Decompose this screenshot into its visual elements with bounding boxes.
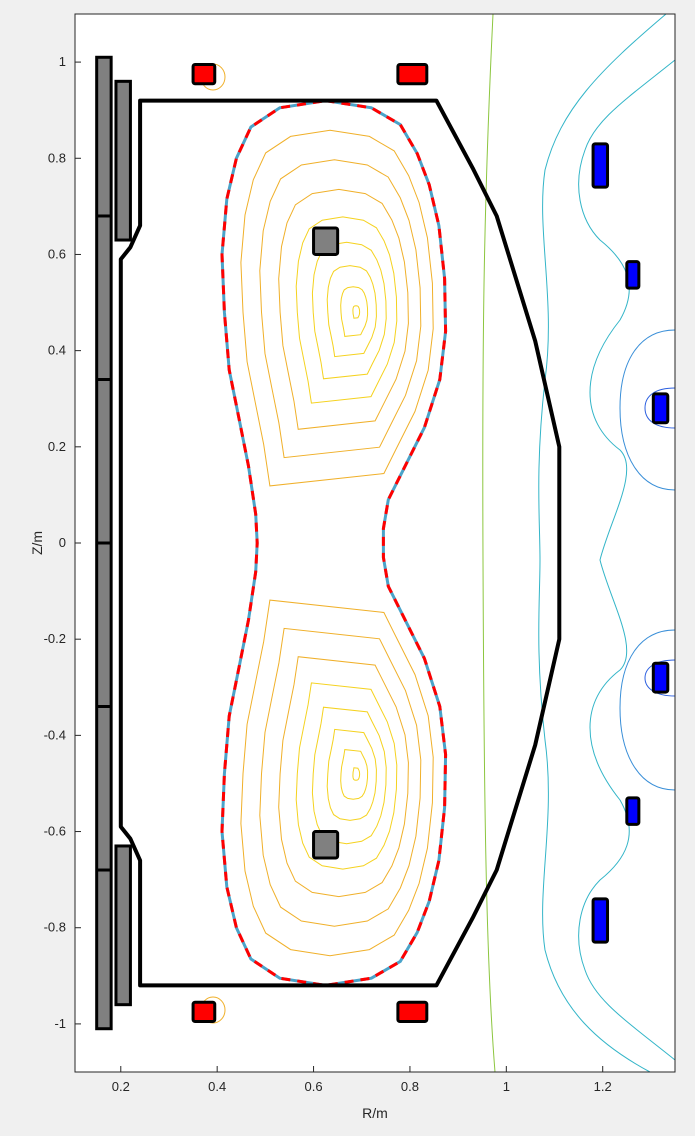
flux-surface (352, 767, 361, 781)
outer-contour-line (578, 59, 675, 1061)
poloidal-field-coil (651, 392, 670, 425)
flux-surface (240, 599, 434, 957)
inner-flux-contours (240, 129, 434, 957)
y-tick-label: 1 (59, 54, 66, 69)
x-tick-label: 0.4 (208, 1079, 226, 1094)
flux-surface (240, 129, 434, 487)
flux-surface (295, 682, 398, 870)
x-tick-label: 0.2 (112, 1079, 130, 1094)
flux-surface (340, 749, 369, 800)
poloidal-field-coil (191, 1000, 217, 1024)
vessel-wall (118, 98, 562, 988)
x-tick-label: 1.2 (594, 1079, 612, 1094)
poloidal-field-coil (625, 796, 641, 826)
outer-contour-line (619, 329, 675, 491)
y-tick-label: 0.8 (48, 150, 66, 165)
y-tick-label: -1 (54, 1016, 66, 1031)
y-tick-label: -0.4 (44, 727, 66, 742)
outer-contour-line (482, 14, 496, 1072)
y-tick-label: 0 (59, 535, 66, 550)
poloidal-field-coil (396, 62, 429, 86)
flux-surface (326, 728, 377, 821)
poloidal-field-coil (396, 1000, 429, 1024)
poloidal-field-coil (191, 62, 217, 86)
x-tick-label: 0.6 (305, 1079, 323, 1094)
y-tick-label: -0.6 (44, 824, 66, 839)
vessel-outline (118, 98, 562, 988)
y-tick-label: -0.2 (44, 631, 66, 646)
flux-surface (278, 188, 409, 430)
y-axis-label: Z/m (29, 531, 45, 555)
plot-layer (95, 14, 675, 1072)
outer-contour-line (644, 387, 675, 429)
flux-surface (295, 216, 398, 404)
y-tick-label: -0.8 (44, 920, 66, 935)
flux-surface (326, 265, 377, 358)
poloidal-field-coil (591, 897, 610, 944)
flux-surface (311, 241, 387, 380)
axis-ticks: 0.2 0.4 0.6 0.8 1 1.2 -1 -0.8 -0.6 -0.4 -0.2 0 0.2 0.… (44, 54, 612, 1094)
poloidal-field-coil (651, 661, 670, 694)
y-tick-label: 0.2 (48, 439, 66, 454)
flux-surface (278, 656, 409, 898)
central-solenoid-stack (114, 844, 132, 1007)
flux-surface (340, 286, 369, 337)
y-tick-label: 0.4 (48, 343, 66, 358)
coil-set (95, 55, 670, 1031)
separatrix-dash (220, 99, 448, 987)
poloidal-field-coil (312, 226, 340, 256)
outer-contour-line (619, 629, 675, 791)
poloidal-field-coil (312, 830, 340, 860)
flux-surface (259, 159, 422, 459)
poloidal-field-coil (591, 142, 610, 189)
central-solenoid-stack (114, 79, 132, 242)
flux-surface (259, 627, 422, 927)
flux-surface (352, 305, 361, 319)
plot-area (75, 14, 675, 1072)
x-tick-label: 1 (503, 1079, 510, 1094)
x-axis-label: R/m (362, 1105, 388, 1121)
poloidal-field-coil (625, 260, 641, 290)
outer-contour-line (538, 14, 667, 1072)
y-tick-label: 0.6 (48, 246, 66, 261)
separatrix (220, 99, 448, 987)
flux-surface (311, 706, 387, 845)
x-tick-label: 0.8 (401, 1079, 419, 1094)
